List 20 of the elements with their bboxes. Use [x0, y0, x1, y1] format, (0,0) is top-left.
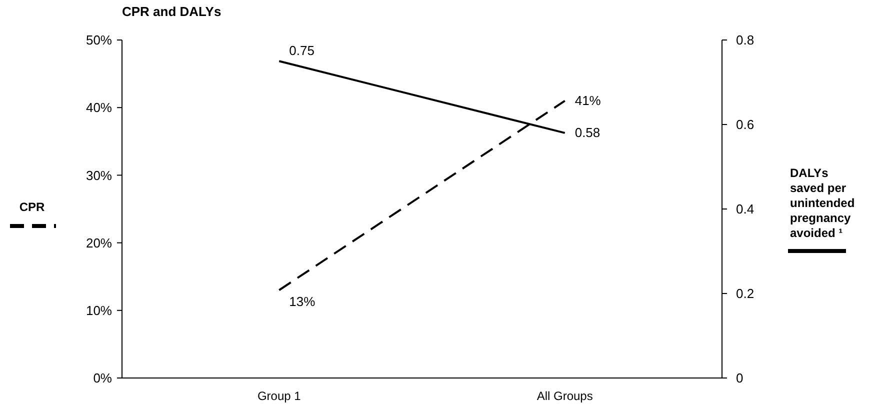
y-tick-label: 50%	[86, 32, 112, 48]
y-tick-label: 40%	[86, 100, 112, 116]
y-tick-label: 20%	[86, 235, 112, 250]
y2-tick-label: 0.8	[736, 32, 754, 48]
y2-tick-label: 0.4	[736, 202, 754, 217]
y2-tick-label: 0	[736, 370, 744, 386]
data-label: 0.58	[574, 124, 600, 140]
y2-axis-title: DALYs saved per unintended pregnancy avoided ¹	[790, 166, 855, 240]
data-label: 13%	[289, 294, 316, 310]
y-tick-label: 30%	[86, 168, 112, 183]
y-axis-title: CPR	[19, 200, 45, 214]
data-label: 0.75	[289, 43, 314, 58]
chart-title: CPR and DALYs	[122, 4, 222, 19]
x-tick-label: All Groups	[536, 389, 593, 403]
y-tick-label: 10%	[86, 302, 112, 318]
y-tick-label: 0%	[93, 370, 112, 386]
y2-tick-label: 0.6	[736, 117, 754, 132]
x-tick-label: Group 1	[257, 389, 302, 403]
data-label: 41%	[574, 92, 602, 108]
y2-tick-label: 0.2	[736, 286, 754, 302]
